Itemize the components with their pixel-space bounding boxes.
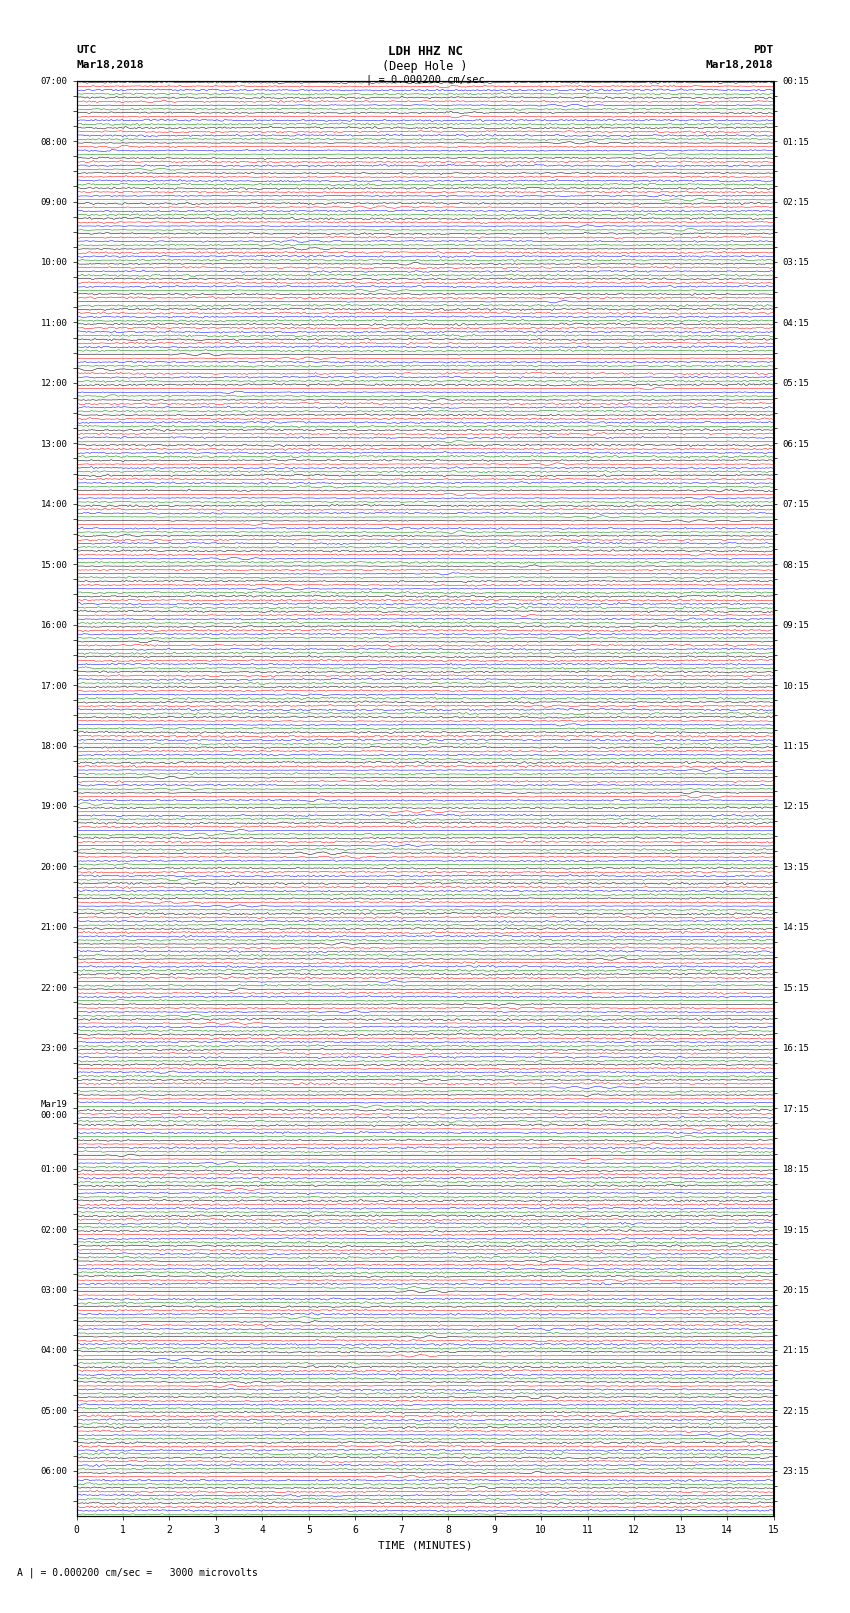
Text: Mar18,2018: Mar18,2018 (76, 60, 144, 69)
Text: A | = 0.000200 cm/sec =   3000 microvolts: A | = 0.000200 cm/sec = 3000 microvolts (17, 1566, 258, 1578)
Text: Mar18,2018: Mar18,2018 (706, 60, 774, 69)
X-axis label: TIME (MINUTES): TIME (MINUTES) (377, 1540, 473, 1550)
Text: | = 0.000200 cm/sec: | = 0.000200 cm/sec (366, 74, 484, 85)
Text: PDT: PDT (753, 45, 774, 55)
Text: (Deep Hole ): (Deep Hole ) (382, 60, 468, 73)
Text: UTC: UTC (76, 45, 97, 55)
Text: LDH HHZ NC: LDH HHZ NC (388, 45, 462, 58)
